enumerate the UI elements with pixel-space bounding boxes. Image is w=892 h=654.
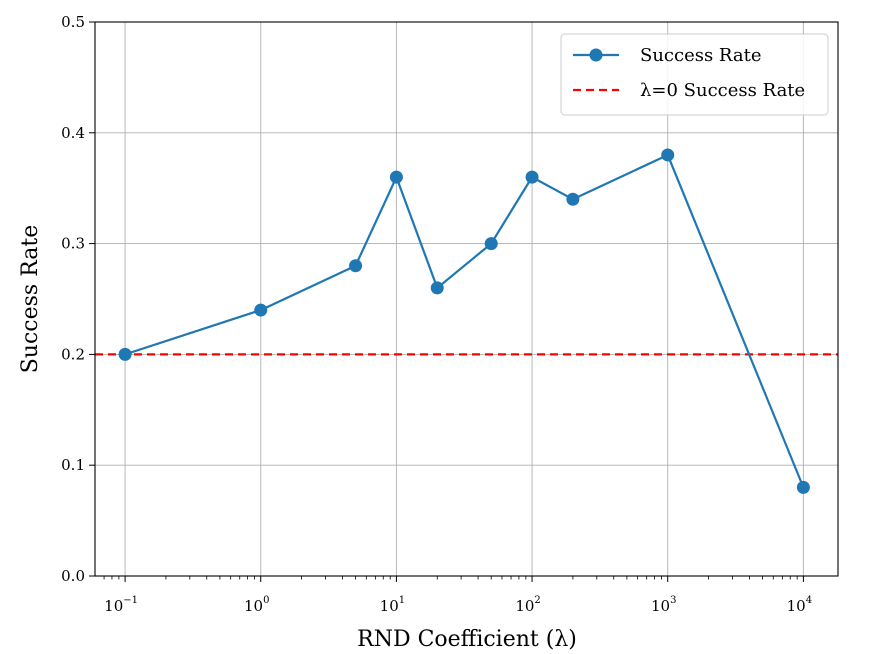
x-tick-label: 103 <box>651 595 676 615</box>
x-axis-label: RND Coefficient (λ) <box>357 627 577 652</box>
x-tick-label: 101 <box>380 595 405 615</box>
y-tick-label: 0.1 <box>61 456 85 474</box>
legend-success-rate-label: Success Rate <box>640 45 762 66</box>
x-axis-ticks: 10−1 100 101 102 103 104 <box>104 595 812 615</box>
plot-frame <box>94 21 839 577</box>
success-rate-series-line <box>124 153 805 488</box>
data-point <box>525 170 539 184</box>
legend-success-rate-marker <box>589 48 603 62</box>
y-axis-ticks: 0.0 0.1 0.2 0.3 0.4 0.5 <box>61 13 85 585</box>
y-tick-label: 0.4 <box>61 124 85 142</box>
data-point <box>118 347 132 361</box>
data-point <box>566 192 580 206</box>
y-tick-label: 0.3 <box>61 235 85 253</box>
data-point <box>661 148 675 162</box>
data-point <box>430 281 444 295</box>
y-tick-label: 0.2 <box>61 345 85 363</box>
axes <box>89 21 839 582</box>
legend-baseline-label: λ=0 Success Rate <box>640 80 805 101</box>
data-point <box>484 237 498 251</box>
x-tick-label: 10−1 <box>104 595 138 615</box>
data-point <box>389 170 403 184</box>
x-tick-label: 100 <box>244 595 269 615</box>
x-tick-label: 102 <box>515 595 540 615</box>
data-point <box>349 259 363 273</box>
data-series <box>118 148 810 494</box>
x-tick-label: 104 <box>787 595 812 615</box>
data-point <box>254 303 268 317</box>
legend-box <box>560 33 829 116</box>
y-tick-label: 0.5 <box>61 13 85 31</box>
legend: Success Rate λ=0 Success Rate <box>560 33 829 116</box>
y-tick-label: 0.0 <box>61 567 85 585</box>
data-point <box>796 480 810 494</box>
y-axis-label: Success Rate <box>18 225 43 374</box>
